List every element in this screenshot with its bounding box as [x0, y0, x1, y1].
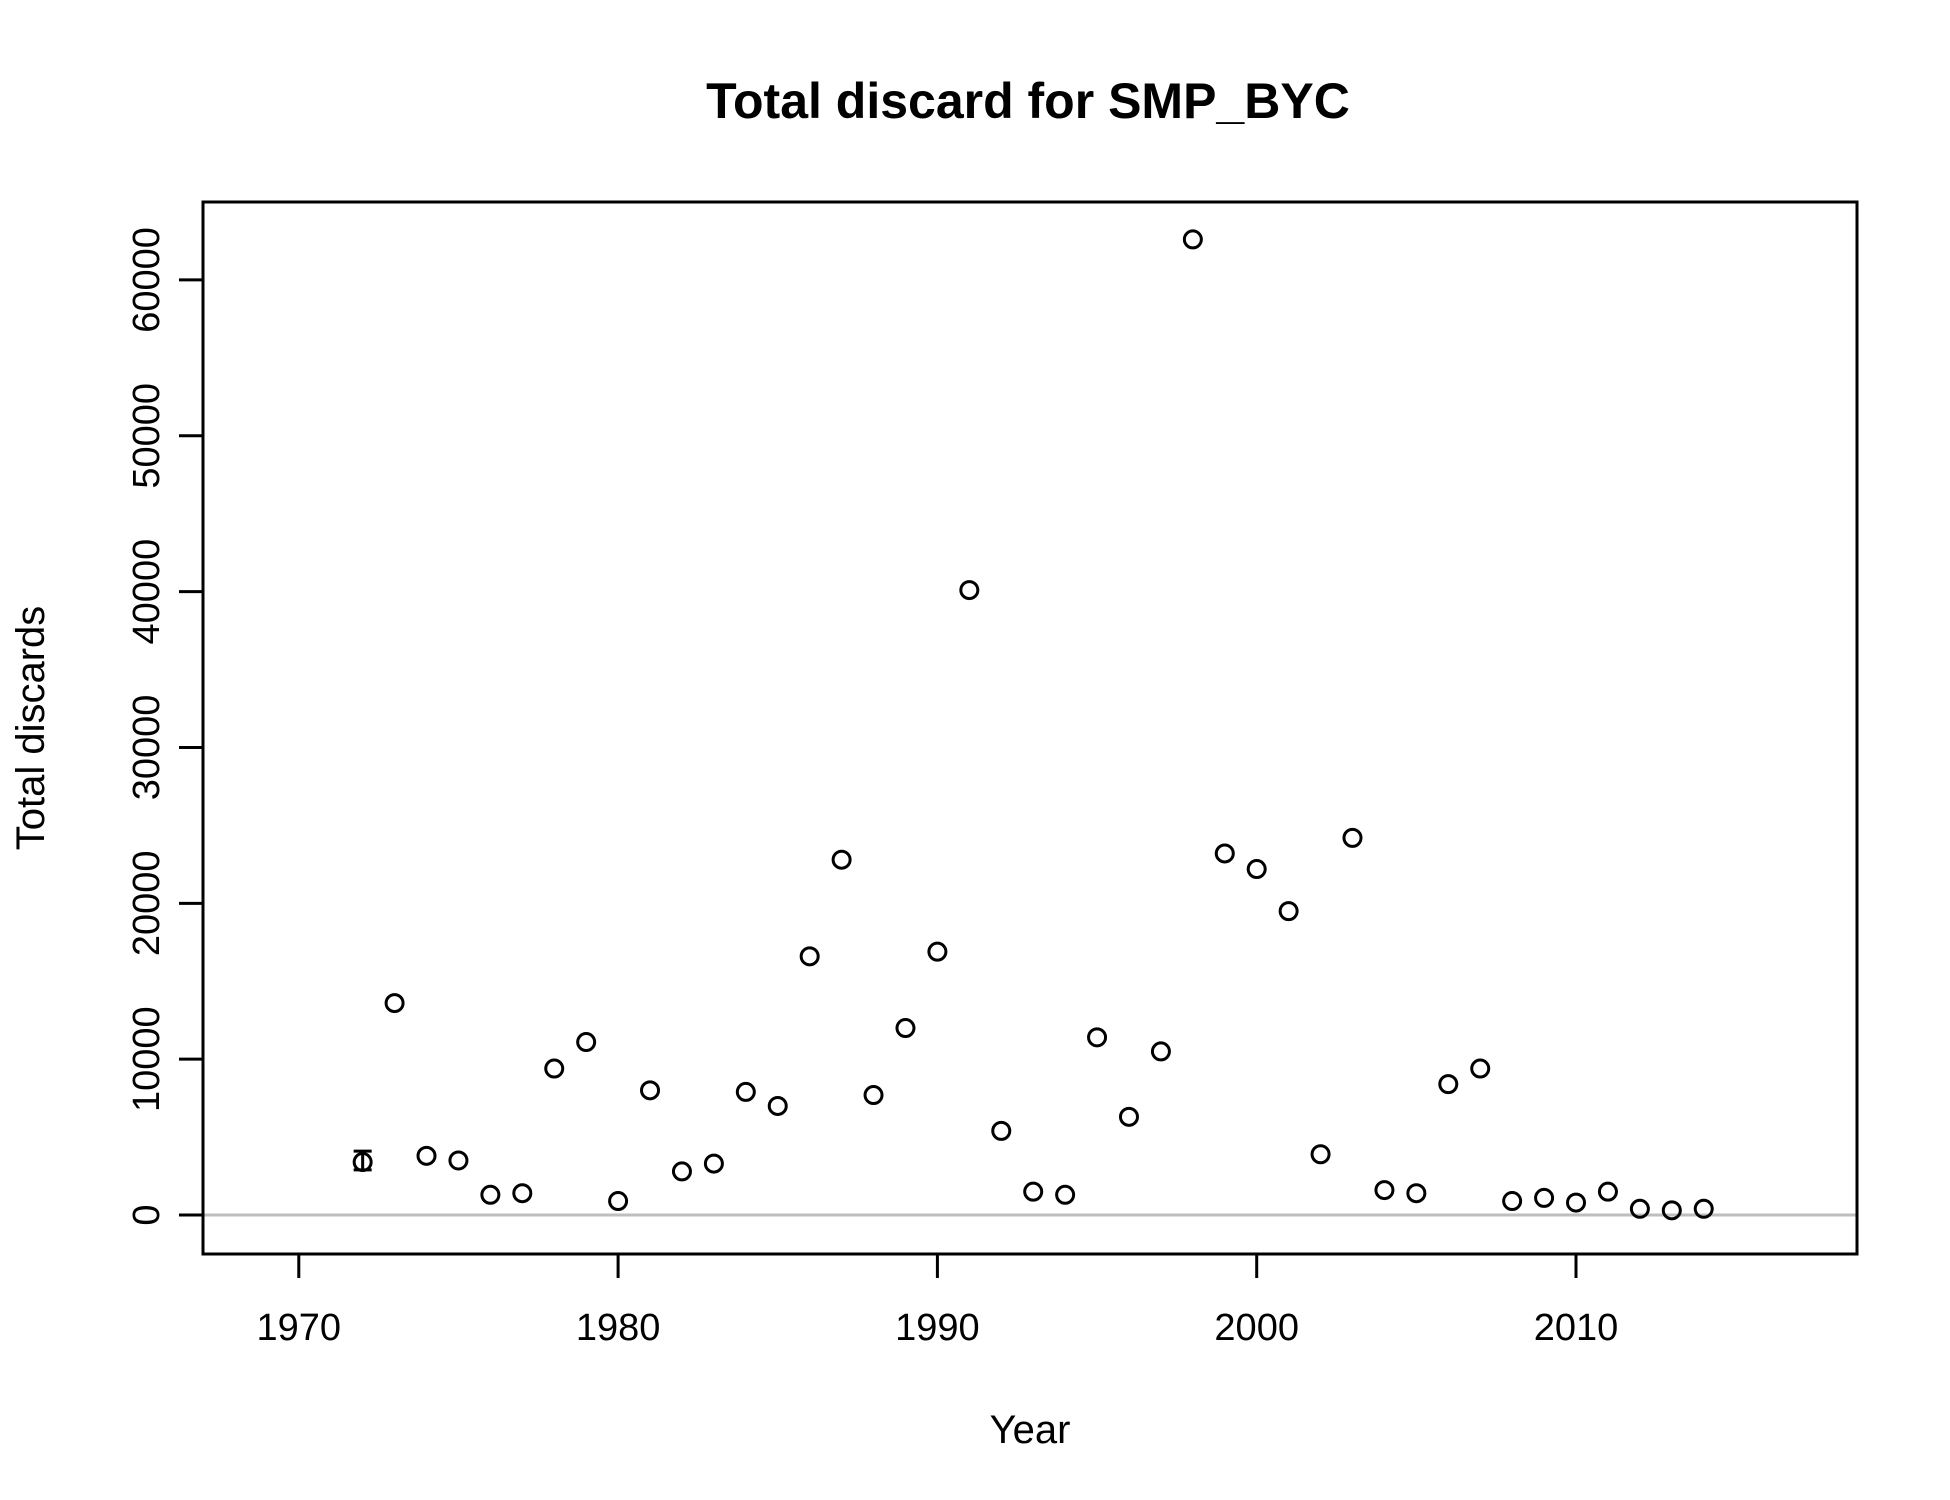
data-point [703, 1153, 724, 1174]
y-tick-label: 10000 [126, 1006, 168, 1112]
data-point [448, 1150, 469, 1171]
y-tick-label: 0 [126, 1204, 168, 1225]
data-point [1278, 901, 1299, 922]
data-point [735, 1081, 756, 1102]
data-point [1087, 1027, 1108, 1048]
data-point [1023, 1181, 1044, 1202]
plot-area [204, 229, 1856, 1221]
data-point [608, 1191, 629, 1212]
y-tick-label: 50000 [126, 383, 168, 489]
x-tick-label: 1970 [257, 1307, 342, 1349]
data-point [1661, 1200, 1682, 1221]
data-point [416, 1145, 437, 1166]
data-point [1310, 1144, 1331, 1165]
data-point [640, 1080, 661, 1101]
data-point [1438, 1074, 1459, 1095]
data-point [480, 1184, 501, 1205]
data-point [799, 946, 820, 967]
plot-frame [201, 200, 1859, 1256]
y-tick-label: 30000 [126, 695, 168, 801]
data-point [352, 1152, 373, 1173]
data-point [1150, 1041, 1171, 1062]
data-point [1470, 1058, 1491, 1079]
data-point [1534, 1187, 1555, 1208]
data-point [1374, 1180, 1395, 1201]
data-point [576, 1032, 597, 1053]
y-tick-label: 20000 [126, 850, 168, 956]
data-point [544, 1058, 565, 1079]
data-point [384, 993, 405, 1014]
x-tick-label: 1980 [576, 1307, 661, 1349]
data-point [1118, 1106, 1139, 1127]
data-point [991, 1120, 1012, 1141]
data-point [1055, 1184, 1076, 1205]
data-point [1693, 1198, 1714, 1219]
data-point [767, 1095, 788, 1116]
data-point [1246, 859, 1267, 880]
data-point [895, 1018, 916, 1039]
data-point [831, 849, 852, 870]
data-point [1597, 1181, 1618, 1202]
data-point [863, 1085, 884, 1106]
y-tick-label: 60000 [126, 227, 168, 333]
data-point [1502, 1191, 1523, 1212]
data-point [1566, 1192, 1587, 1213]
y-axis: 0 10000 20000 30000 40000 50000 60000 [126, 227, 203, 1226]
data-point [671, 1161, 692, 1182]
x-axis: 1970 1980 1990 2000 2010 [257, 1254, 1619, 1349]
data-point [1342, 827, 1363, 848]
data-point [512, 1183, 533, 1204]
chart-title: Total discard for SMP_BYC [706, 73, 1350, 129]
x-tick-label: 2000 [1214, 1307, 1299, 1349]
data-point [927, 941, 948, 962]
y-axis-label: Total discards [9, 606, 53, 851]
data-point [1406, 1183, 1427, 1204]
data-point [1214, 843, 1235, 864]
x-tick-label: 1990 [895, 1307, 980, 1349]
x-tick-label: 2010 [1534, 1307, 1619, 1349]
x-axis-label: Year [990, 1408, 1071, 1452]
data-point [959, 580, 980, 601]
data-point [1629, 1198, 1650, 1219]
y-tick-label: 40000 [126, 539, 168, 645]
data-point [1182, 229, 1203, 250]
